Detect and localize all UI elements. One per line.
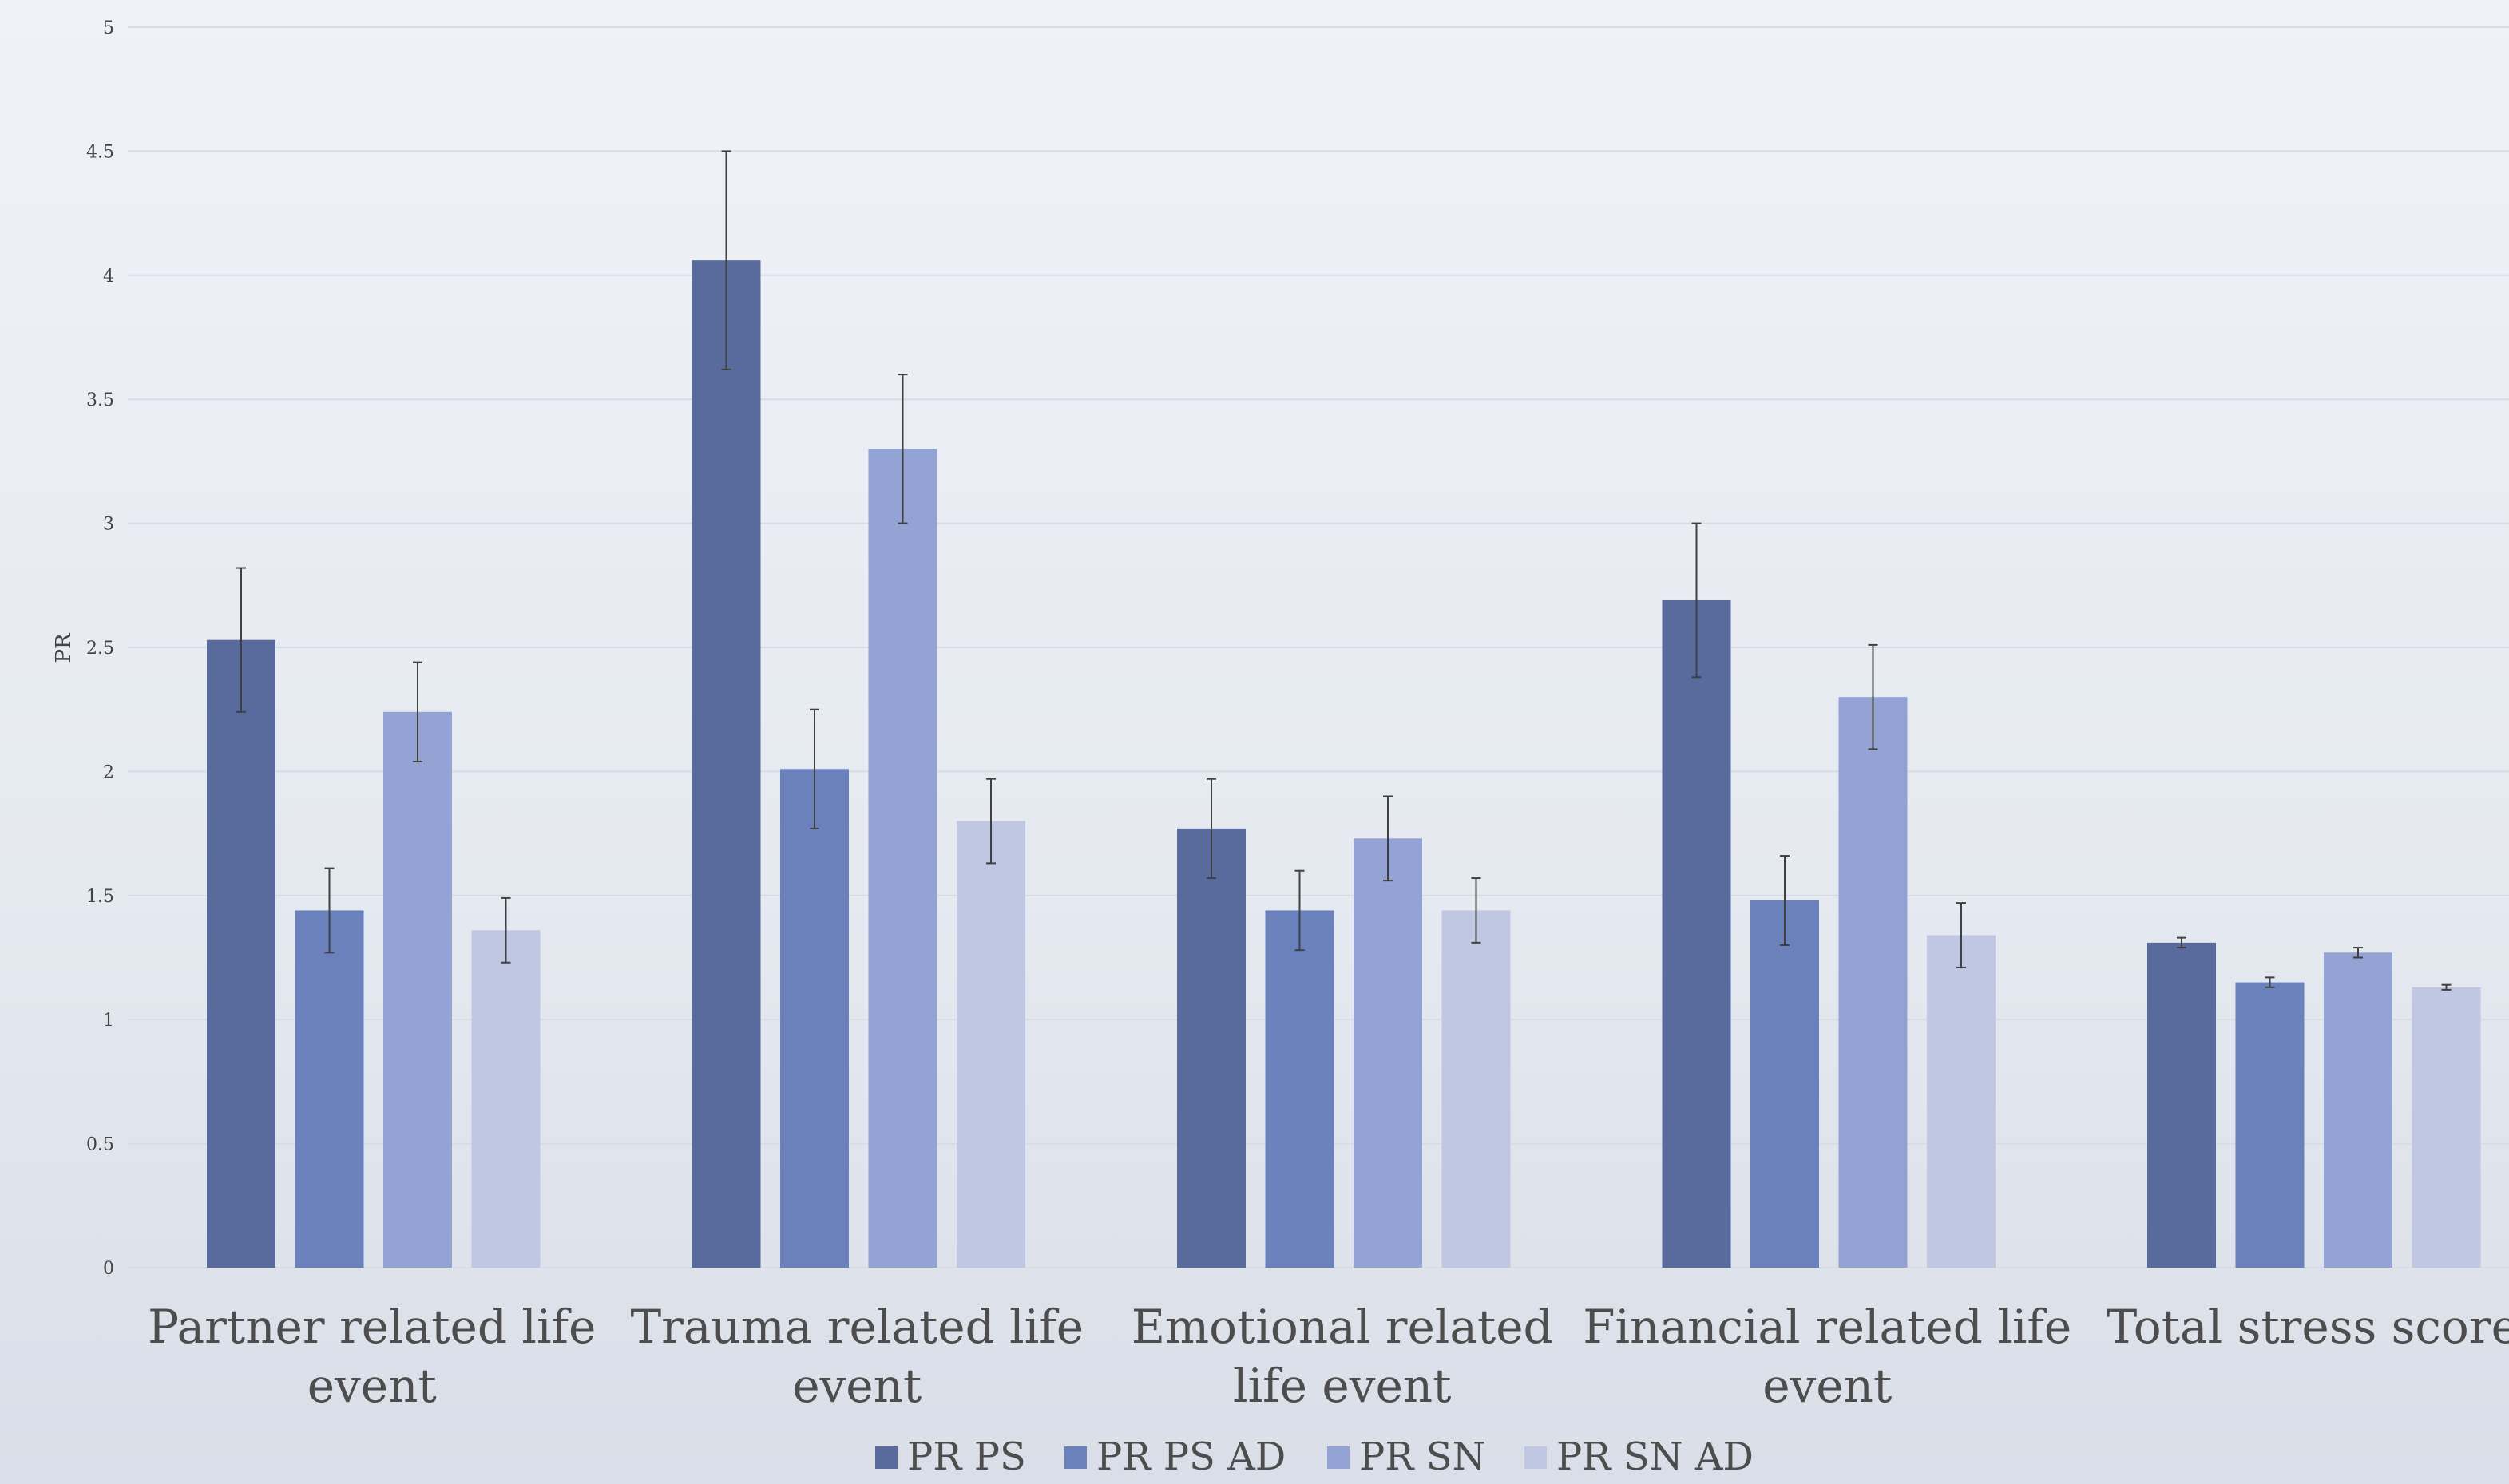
bar	[1177, 828, 1246, 1268]
bar	[1354, 838, 1422, 1268]
x-category-label: Total stress score	[2107, 1300, 2509, 1354]
x-category-label-line: Emotional related	[1132, 1300, 1553, 1354]
legend-label: PR PS	[907, 1435, 1026, 1479]
legend: PR PS PR PS AD PR SN PR SN AD	[875, 1435, 1754, 1479]
legend-label: PR SN AD	[1556, 1435, 1754, 1479]
legend-swatch	[1327, 1446, 1350, 1469]
y-axis-ticks: 0 0.5 1 1.5 2 2.5 3 3.5 4 4.5 5	[86, 18, 114, 1279]
bar	[1662, 600, 1731, 1268]
legend-label: PR SN	[1359, 1435, 1486, 1479]
bar	[868, 449, 937, 1268]
x-category-label-line: Financial related life	[1583, 1300, 2071, 1354]
y-tick-label: 5	[103, 18, 114, 38]
x-category-label: Partner related life event	[148, 1300, 596, 1413]
x-category-label-line: event	[1762, 1359, 1892, 1413]
legend-swatch	[1064, 1446, 1087, 1469]
x-category-label-line: life event	[1233, 1359, 1451, 1413]
y-tick-label: 4	[103, 267, 114, 287]
legend-label: PR PS AD	[1096, 1435, 1286, 1479]
error-bars	[236, 150, 2452, 991]
x-category-label-line: Trauma related life	[630, 1300, 1084, 1354]
bar	[1265, 910, 1334, 1268]
y-tick-label: 0	[103, 1259, 114, 1279]
x-category-label: Emotional related life event	[1132, 1300, 1553, 1413]
legend-swatch	[875, 1446, 898, 1469]
bar	[692, 260, 761, 1268]
bars	[207, 260, 2481, 1268]
y-tick-label: 3.5	[86, 390, 114, 410]
y-tick-label: 0.5	[86, 1135, 114, 1155]
bar	[295, 910, 364, 1268]
y-tick-label: 4.5	[86, 142, 114, 162]
x-category-label-line: event	[307, 1359, 437, 1413]
x-category-label-line: event	[792, 1359, 922, 1413]
x-category-label-line: Total stress score	[2107, 1300, 2509, 1354]
bar	[2147, 942, 2216, 1268]
x-category-label: Trauma related life event	[630, 1300, 1084, 1413]
x-category-label-line: Partner related life	[148, 1300, 596, 1354]
bar	[957, 821, 1025, 1268]
bar	[471, 930, 541, 1268]
y-tick-label: 2.5	[86, 639, 114, 659]
bar	[383, 711, 452, 1268]
bar	[2412, 987, 2481, 1268]
y-tick-label: 1.5	[86, 887, 114, 907]
legend-swatch	[1524, 1446, 1547, 1469]
bar	[1927, 935, 1996, 1268]
bar	[1441, 910, 1511, 1268]
bar	[2235, 982, 2305, 1268]
y-tick-label: 3	[103, 515, 114, 535]
bar	[1838, 697, 1908, 1268]
x-category-label: Financial related life event	[1583, 1300, 2071, 1413]
y-tick-label: 1	[103, 1011, 114, 1031]
bar	[780, 769, 849, 1268]
bar	[2324, 952, 2392, 1268]
y-tick-label: 2	[103, 762, 114, 782]
bar	[207, 639, 275, 1268]
bar	[1750, 900, 1819, 1268]
y-axis-title: PR	[52, 632, 76, 663]
